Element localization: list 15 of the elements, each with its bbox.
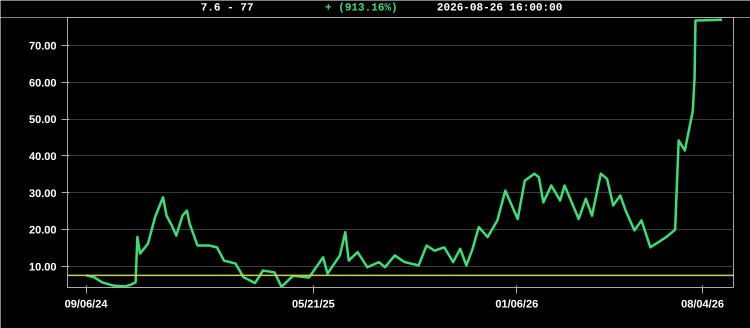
text: 2026-08-26 16:00:00 — [436, 2, 562, 14]
y-tick-label: 10.00 — [28, 262, 57, 274]
chart-subtitle: + (913.16%) — [325, 2, 398, 14]
x-tick-label: 01/06/26 — [495, 298, 538, 310]
y-tick-label: 50.00 — [28, 114, 57, 126]
y-tick-label: 60.00 — [28, 77, 57, 90]
x-tick-label: 08/04/26 — [681, 298, 724, 310]
y-tick-label: 30.00 — [28, 188, 57, 200]
line-series — [84, 18, 724, 288]
x-tick-label: 05/21/25 — [292, 298, 335, 310]
x-tick-label: 09/06/24 — [64, 298, 108, 310]
y-tick-label: 20.00 — [28, 224, 57, 237]
y-tick-label: 40.00 — [28, 151, 57, 163]
y-tick-label: 70.00 — [28, 40, 57, 52]
chart-title: 7.6 - 77 — [200, 2, 254, 14]
